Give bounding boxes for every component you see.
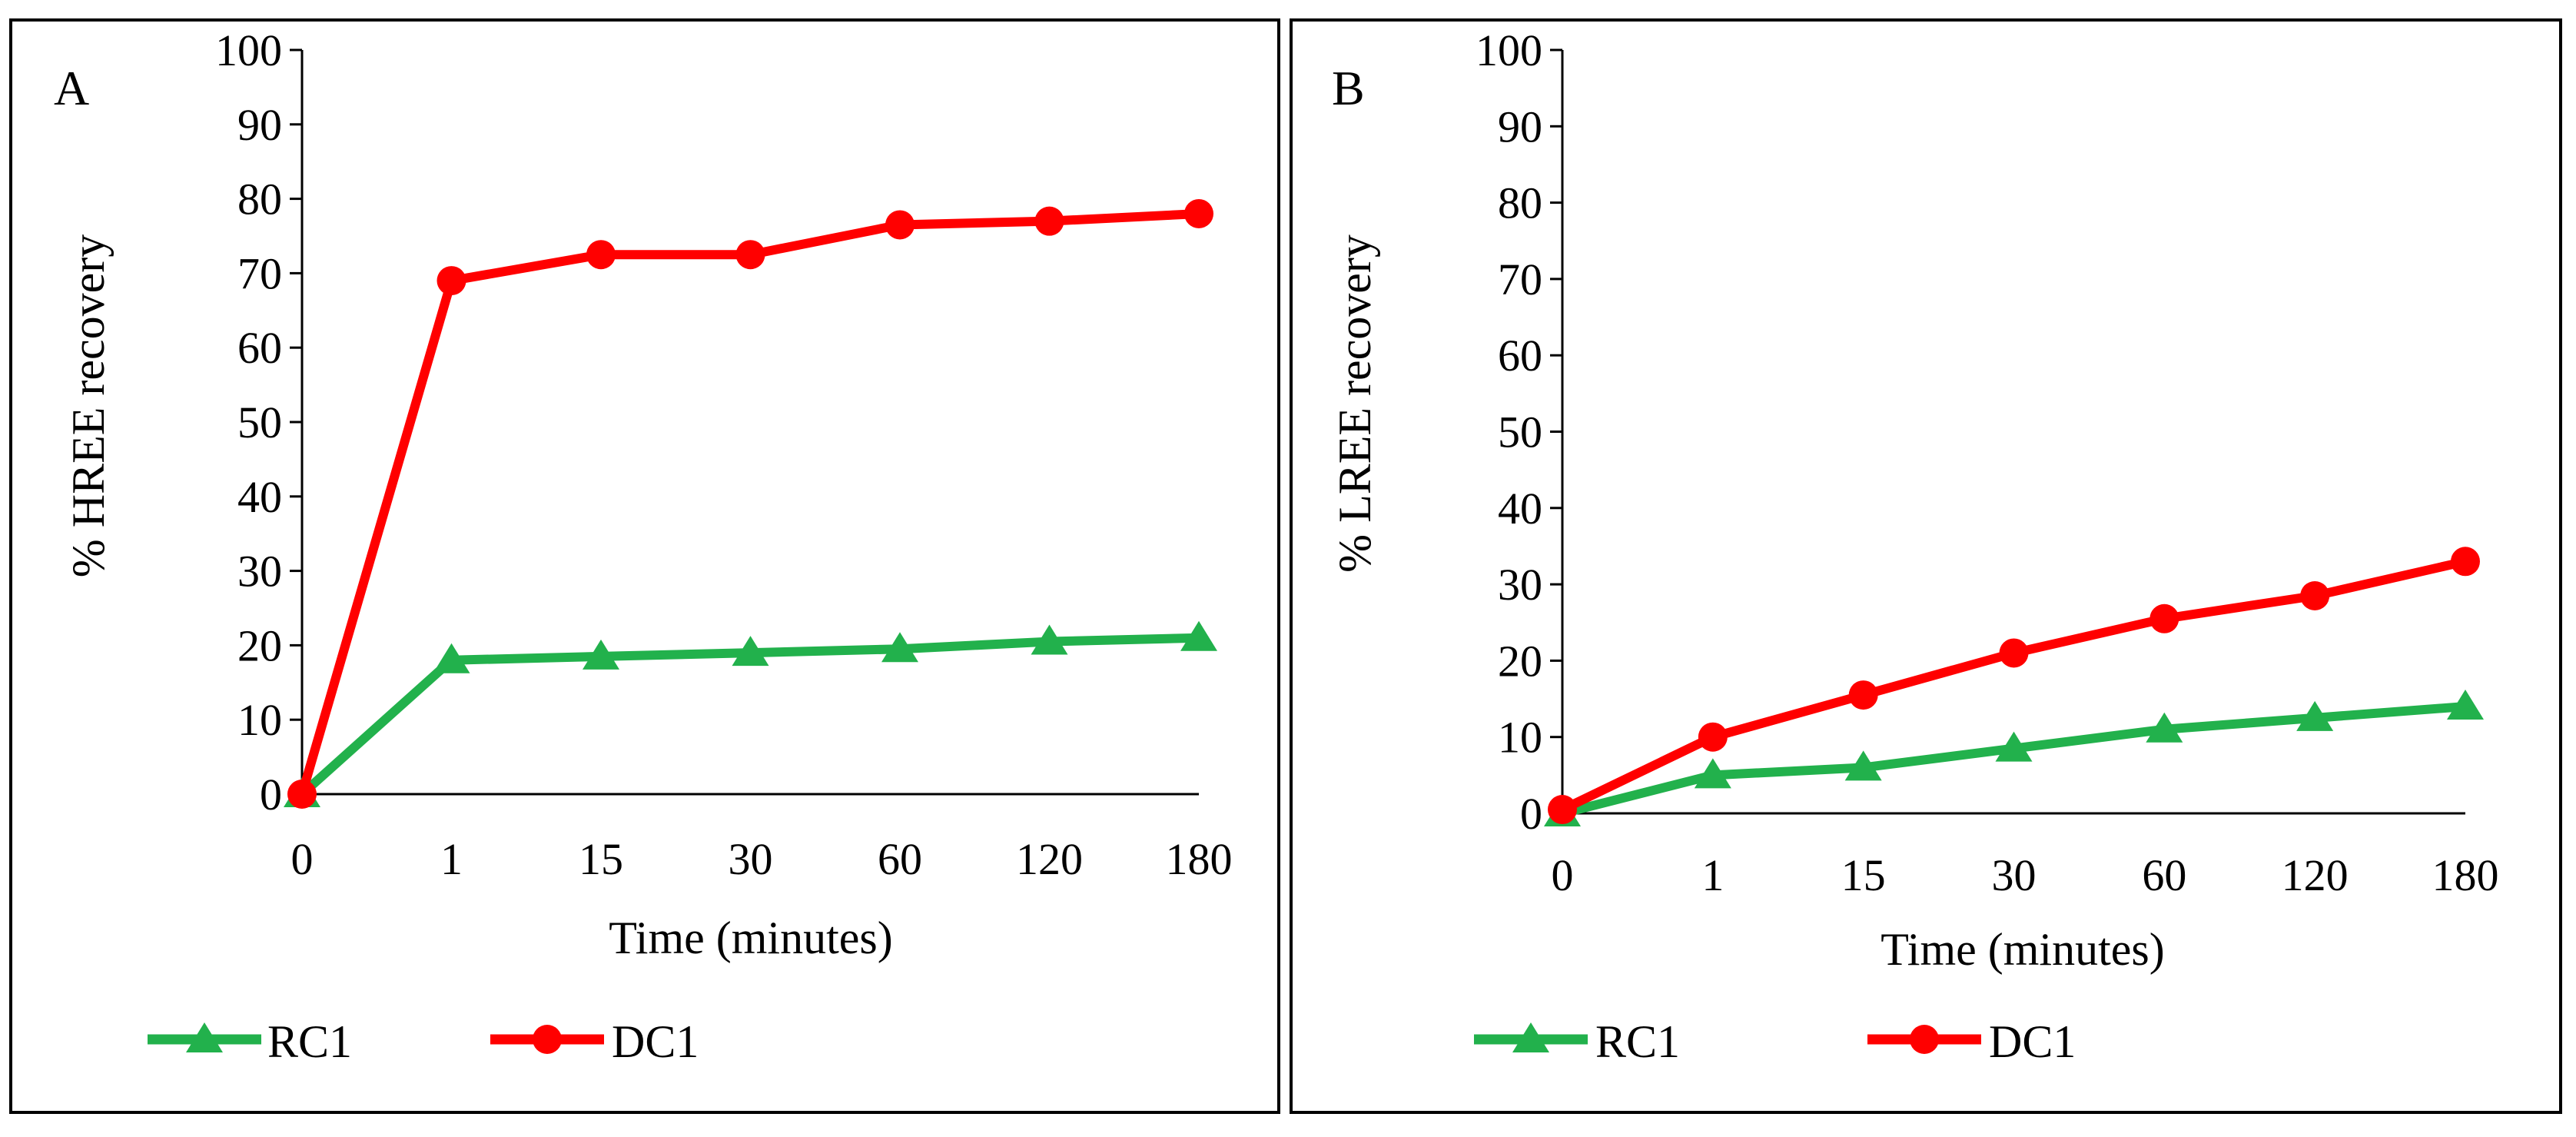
x-tick-label: 60 (878, 834, 922, 884)
x-tick-label: 1 (440, 834, 463, 884)
y-tick-label: 60 (1498, 331, 1542, 381)
y-tick-label: 40 (237, 472, 282, 522)
panel-b-legend: RC1 DC1 (1474, 1016, 2076, 1067)
legend-rc1-marker (1512, 1022, 1549, 1052)
data-point-dc1 (885, 210, 915, 240)
panel-a-y-axis-label: % HREE recovery (63, 234, 114, 577)
panel-a-frame (9, 18, 1280, 1114)
legend-rc1: RC1 (1474, 1016, 1680, 1067)
y-tick-label: 10 (237, 695, 282, 745)
y-tick-label: 0 (1520, 789, 1542, 839)
x-tick-label: 120 (2282, 850, 2349, 900)
x-tick-label: 15 (579, 834, 623, 884)
data-point-rc1 (583, 639, 619, 670)
data-point-rc1 (881, 632, 918, 663)
data-point-dc1 (287, 780, 317, 809)
data-point-dc1 (1848, 680, 1878, 710)
data-point-rc1 (2146, 712, 2183, 743)
y-tick-label: 40 (1498, 484, 1542, 534)
y-tick-label: 10 (1498, 713, 1542, 763)
panel-b-x-axis-label: Time (minutes) (1881, 924, 2164, 975)
x-tick-label: 0 (1552, 850, 1574, 900)
panel-b-frame (1290, 18, 2562, 1114)
y-tick-label: 90 (237, 100, 282, 150)
panel-b-plot-area: 0 10 20 30 40 50 60 70 80 90 100 0 1 15 30 60 120 180 (1476, 25, 2499, 900)
data-point-dc1 (586, 240, 616, 270)
data-point-rc1 (2296, 700, 2334, 731)
data-point-dc1 (2300, 580, 2330, 610)
data-point-dc1 (1034, 206, 1064, 236)
x-tick-label: 30 (1992, 850, 2037, 900)
panel-a: A % HREE recovery Time (minutes) 0102030… (9, 18, 1280, 1114)
data-point-rc1 (433, 643, 470, 673)
x-tick-label: 180 (2432, 850, 2499, 900)
legend-rc1: RC1 (148, 1016, 352, 1067)
panel-a-plot-area: 0 10 20 30 40 50 60 70 80 90 100 0 1 15 30 60 120 180 (215, 25, 1233, 884)
legend-dc1: DC1 (1867, 1016, 2076, 1067)
y-tick-label: 100 (1476, 25, 1542, 75)
y-tick-label: 30 (237, 547, 282, 597)
panel-a-x-axis-label: Time (minutes) (609, 913, 892, 963)
data-point-dc1 (2451, 547, 2480, 577)
y-tick-label: 60 (237, 323, 282, 373)
panel-b: B % LREE recovery Time (minutes) 0102030… (1290, 18, 2562, 1114)
legend-dc1-label: DC1 (1989, 1016, 2076, 1067)
x-tick-label: 0 (291, 834, 314, 884)
data-point-dc1 (1548, 795, 1577, 825)
y-tick-label: 80 (1498, 178, 1542, 228)
x-tick-label: 120 (1016, 834, 1083, 884)
panel-a-label: A (54, 61, 89, 115)
legend-dc1-label: DC1 (612, 1016, 699, 1067)
y-tick-label: 20 (1498, 636, 1542, 686)
y-tick-label: 20 (237, 620, 282, 670)
panel-b-y-axis-label: % LREE recovery (1329, 234, 1380, 573)
x-tick-label: 60 (2142, 850, 2186, 900)
data-point-dc1 (437, 266, 466, 296)
y-tick-label: 70 (1498, 254, 1542, 304)
data-point-rc1 (1844, 750, 1882, 781)
data-point-dc1 (1698, 722, 1728, 752)
data-point-rc1 (1031, 624, 1068, 655)
y-tick-label: 90 (1498, 101, 1542, 151)
data-point-dc1 (1184, 198, 1213, 228)
data-point-rc1 (1995, 731, 2033, 762)
y-tick-label: 70 (237, 248, 282, 298)
legend-rc1-label: RC1 (1595, 1016, 1680, 1067)
data-point-rc1 (732, 636, 769, 667)
data-point-rc1 (2447, 689, 2484, 720)
y-tick-label: 50 (237, 397, 282, 447)
x-tick-label: 180 (1166, 834, 1233, 884)
y-tick-label: 80 (237, 175, 282, 224)
x-tick-label: 1 (1701, 850, 1724, 900)
data-point-rc1 (1694, 758, 1731, 789)
data-point-dc1 (1999, 638, 2029, 668)
legend-dc1-marker (1910, 1025, 1939, 1054)
panel-b-label: B (1332, 61, 1365, 115)
legend-dc1: DC1 (490, 1016, 699, 1067)
data-point-dc1 (735, 240, 765, 270)
panel-a-legend: RC1 DC1 (148, 1016, 699, 1067)
y-tick-label: 100 (215, 25, 282, 75)
legend-rc1-marker (186, 1022, 223, 1052)
legend-dc1-marker (533, 1025, 562, 1054)
x-tick-label: 15 (1841, 850, 1886, 900)
data-point-rc1 (1180, 620, 1217, 651)
x-tick-label: 30 (729, 834, 773, 884)
y-tick-label: 30 (1498, 560, 1542, 610)
y-tick-label: 50 (1498, 407, 1542, 457)
data-point-dc1 (2149, 603, 2179, 633)
legend-rc1-label: RC1 (267, 1016, 352, 1067)
y-tick-label: 0 (260, 770, 282, 820)
